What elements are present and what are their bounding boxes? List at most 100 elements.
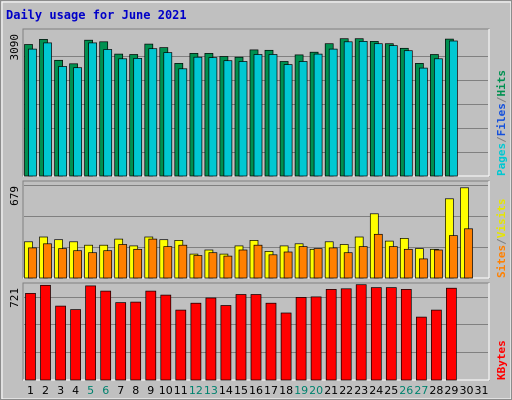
bar-sites <box>178 244 188 279</box>
bar-kbytes <box>265 302 277 381</box>
bar-pages <box>148 48 158 177</box>
bar-kbytes <box>40 284 51 381</box>
x-tick-label: 1 <box>27 384 34 397</box>
x-tick-label: 22 <box>339 384 353 397</box>
bar-kbytes <box>446 287 457 381</box>
bar-kbytes <box>130 301 142 381</box>
bar-sites <box>58 248 67 279</box>
x-tick-label: 15 <box>234 384 248 397</box>
x-tick-label: 8 <box>132 384 139 397</box>
bar-pages <box>193 56 203 177</box>
bar-sites <box>253 244 263 279</box>
x-tick-label: 12 <box>189 384 203 397</box>
bar-sites <box>238 249 248 279</box>
bar-kbytes <box>70 309 81 381</box>
bar-kbytes <box>385 287 397 381</box>
x-tick-label: 21 <box>324 384 338 397</box>
bar-kbytes <box>235 294 247 381</box>
x-tick-label: 11 <box>174 384 188 397</box>
bar-kbytes <box>55 305 66 381</box>
y-max-label: 679 <box>8 186 21 206</box>
x-tick-label: 25 <box>384 384 398 397</box>
bar-sites <box>298 246 308 279</box>
bar-kbytes <box>85 285 96 381</box>
bar-kbytes <box>416 316 427 381</box>
bar-pages <box>163 52 173 177</box>
x-tick-label: 29 <box>444 384 458 397</box>
legend-entry: Files <box>495 103 508 136</box>
x-tick-label: 14 <box>219 384 233 397</box>
legend: Pages/Files/Hits <box>495 70 508 176</box>
x-tick-label: 3 <box>57 384 64 397</box>
bar-kbytes <box>25 293 36 381</box>
bar-sites <box>434 249 443 279</box>
bar-sites <box>388 246 398 279</box>
bar-pages <box>133 58 143 177</box>
legend-entry: Hits <box>495 70 508 97</box>
panel-middle: 679 Sites/Visits <box>8 180 508 279</box>
bar-kbytes <box>340 288 352 381</box>
bar-sites <box>193 255 203 279</box>
bar-pages <box>118 58 128 177</box>
bar-pages <box>73 67 82 177</box>
y-max-label: 721 <box>8 288 21 308</box>
bar-sites <box>343 252 353 279</box>
bar-pages <box>43 42 52 177</box>
bar-sites <box>449 235 458 279</box>
x-tick-label: 9 <box>147 384 154 397</box>
bar-pages <box>403 50 413 177</box>
legend-entry: KBytes <box>495 340 508 380</box>
bar-pages <box>28 48 37 177</box>
x-tick-label: 2 <box>42 384 49 397</box>
legend-entry: / <box>495 136 508 143</box>
bar-kbytes <box>310 296 322 381</box>
legend-entry: Sites <box>495 245 508 278</box>
bar-kbytes <box>400 289 412 381</box>
bar-kbytes <box>355 284 367 381</box>
bar-pages <box>103 49 113 177</box>
bar-sites <box>163 246 173 279</box>
bar-kbytes <box>325 289 337 381</box>
bar-kbytes <box>370 287 382 381</box>
x-tick-label: 28 <box>429 384 443 397</box>
legend-entry: / <box>495 96 508 103</box>
bar-kbytes <box>205 297 217 381</box>
bar-pages <box>434 58 443 177</box>
bar-sites <box>403 248 413 279</box>
bar-sites <box>283 251 293 279</box>
x-tick-label: 7 <box>117 384 124 397</box>
x-tick-label: 30 <box>460 384 474 397</box>
bar-pages <box>223 60 233 177</box>
bar-pages <box>313 53 323 177</box>
bar-sites <box>133 248 143 279</box>
bar-sites <box>358 246 368 279</box>
legend-entry: Visits <box>495 199 508 239</box>
x-tick-label: 16 <box>249 384 263 397</box>
bar-pages <box>298 61 308 177</box>
bar-sites <box>148 238 158 279</box>
x-tick-label: 18 <box>279 384 293 397</box>
bar-pages <box>388 45 398 177</box>
bar-kbytes <box>160 294 172 381</box>
x-tick-label: 17 <box>264 384 278 397</box>
bar-pages <box>373 43 383 177</box>
legend-entry: / <box>495 238 508 245</box>
x-tick-label: 4 <box>72 384 79 397</box>
bar-pages <box>419 67 428 177</box>
x-tick-label: 10 <box>159 384 173 397</box>
panel-bottom: 721 KBytes <box>8 282 508 381</box>
legend: Sites/Visits <box>495 199 508 279</box>
bar-sites <box>223 255 233 279</box>
bar-pages <box>88 42 97 177</box>
bar-pages <box>268 54 278 177</box>
y-max-label: 3090 <box>8 34 21 61</box>
bar-pages <box>328 48 338 177</box>
x-tick-label: 19 <box>294 384 308 397</box>
bar-sites <box>208 252 218 279</box>
bar-pages <box>208 57 218 177</box>
bar-sites <box>43 243 52 279</box>
bar-pages <box>283 64 293 177</box>
